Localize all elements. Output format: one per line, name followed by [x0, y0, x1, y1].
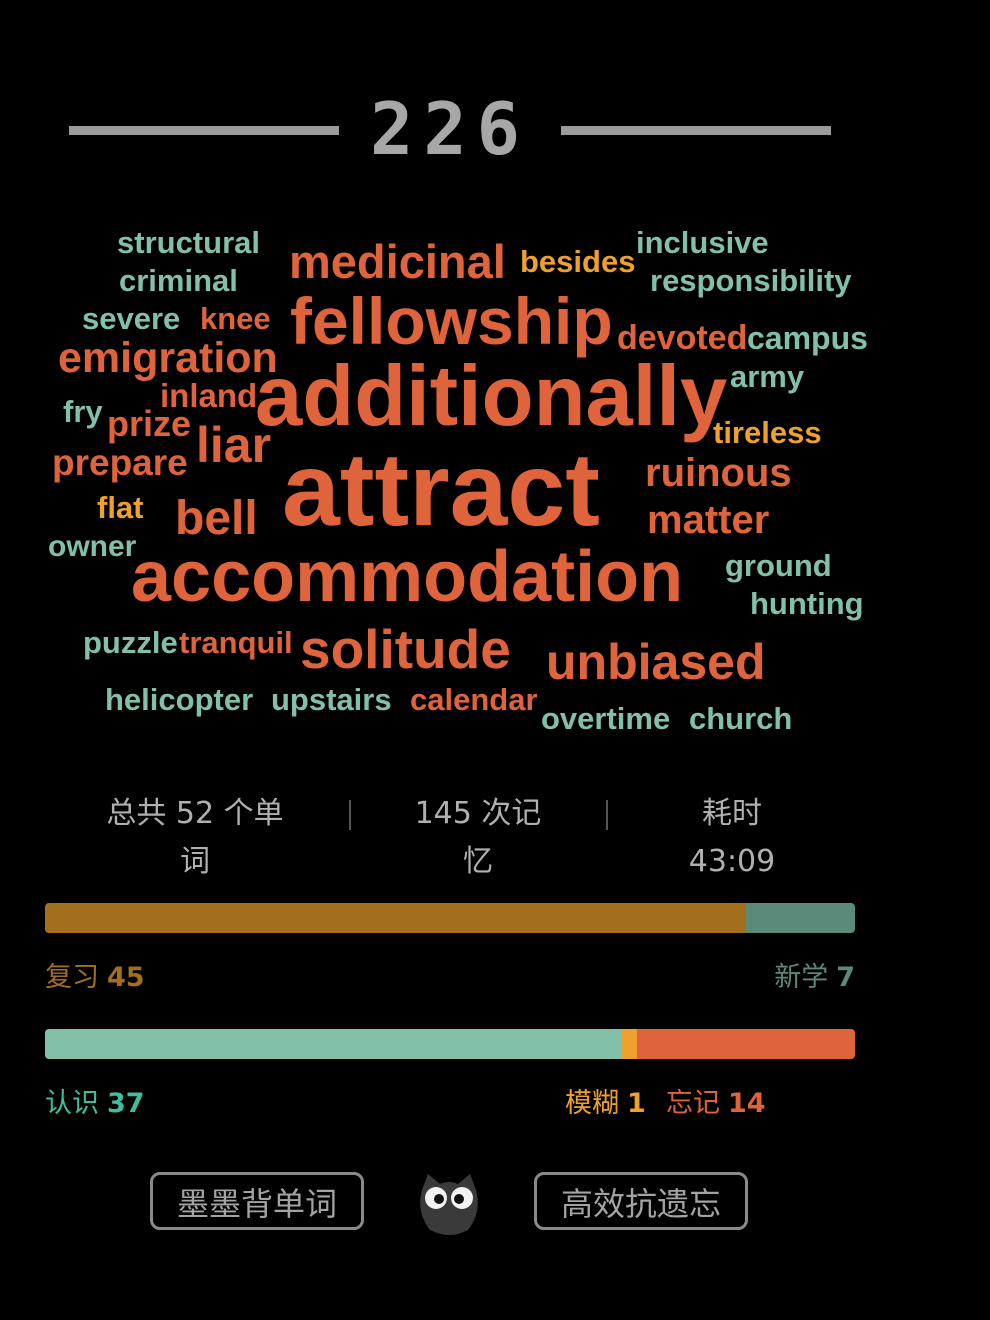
known-count-label: 认识 37 — [45, 1081, 145, 1120]
review-count: 45 — [107, 962, 145, 993]
stat-divider — [606, 800, 608, 830]
forgot-label-text: 忘记 — [666, 1088, 720, 1119]
memory-result-progress-bar — [45, 1029, 855, 1059]
fuzzy-label-text: 模糊 — [565, 1088, 619, 1119]
total-words-text-cont: 词 — [75, 838, 315, 886]
forgot-count: 14 — [728, 1088, 766, 1119]
new-count-label: 新学 7 — [774, 955, 855, 994]
cloud-word: helicopter — [105, 684, 253, 715]
cloud-word: prize — [107, 406, 191, 442]
cloud-word: attract — [282, 438, 600, 542]
cloud-word: criminal — [119, 265, 238, 296]
cloud-word: calendar — [410, 684, 538, 715]
cloud-word: matter — [647, 500, 769, 540]
review-label-text: 复习 — [45, 962, 99, 993]
known-label-text: 认识 — [45, 1088, 99, 1119]
cloud-word: fry — [63, 396, 103, 427]
cloud-word: owner — [48, 532, 136, 562]
cloud-word: prepare — [52, 444, 188, 481]
new-label-text: 新学 — [774, 962, 828, 993]
memory-count-text-cont: 忆 — [358, 838, 598, 886]
cloud-word: medicinal — [289, 238, 506, 285]
owl-logo-icon — [416, 1168, 482, 1236]
cloud-word: hunting — [750, 588, 864, 619]
time-spent-value: 43:09 — [612, 838, 852, 886]
review-new-progress-bar — [45, 903, 855, 933]
cloud-word: bell — [175, 495, 258, 543]
cloud-word: solitude — [300, 622, 511, 677]
forgot-segment — [637, 1029, 855, 1059]
cloud-word: emigration — [58, 337, 278, 380]
cloud-word: tireless — [713, 417, 822, 448]
cloud-word: accommodation — [131, 541, 683, 613]
time-spent-stat: 耗时 43:09 — [612, 790, 852, 886]
cloud-word: structural — [117, 227, 260, 258]
time-spent-label: 耗时 — [612, 790, 852, 838]
memory-count-text: 145 次记 — [358, 790, 598, 838]
cloud-word: upstairs — [271, 684, 392, 715]
cloud-word: liar — [196, 420, 271, 470]
cloud-word: campus — [747, 322, 868, 354]
known-segment — [45, 1029, 622, 1059]
new-count: 7 — [836, 962, 855, 993]
cloud-word: church — [689, 703, 792, 734]
memory-count-stat: 145 次记 忆 — [358, 790, 598, 886]
cloud-word: knee — [200, 303, 271, 334]
cloud-word: ruinous — [645, 453, 792, 493]
cloud-word: severe — [82, 303, 180, 334]
cloud-word: overtime — [541, 703, 670, 734]
known-count: 37 — [107, 1088, 145, 1119]
cloud-word: besides — [520, 246, 635, 277]
cloud-word: army — [730, 361, 804, 392]
total-words-stat: 总共 52 个单 词 — [75, 790, 315, 886]
cloud-word: unbiased — [546, 637, 765, 687]
cloud-word: flat — [97, 492, 144, 523]
cloud-word: responsibility — [650, 265, 852, 296]
word-cloud: structural criminal medicinal besides in… — [0, 0, 990, 760]
cloud-word: inclusive — [636, 227, 769, 258]
app-name-button[interactable]: 墨墨背单词 — [150, 1172, 364, 1230]
session-stats: 总共 52 个单 词 145 次记 忆 耗时 43:09 — [60, 790, 840, 890]
forgot-count-label: 忘记 14 — [666, 1081, 766, 1120]
review-count-label: 复习 45 — [45, 955, 145, 994]
stat-divider — [349, 800, 351, 830]
review-segment — [45, 903, 746, 933]
cloud-word: ground — [725, 550, 832, 581]
cloud-word: tranquil — [179, 627, 293, 658]
slogan-button[interactable]: 高效抗遗忘 — [534, 1172, 748, 1230]
total-words-text: 总共 52 个单 — [75, 790, 315, 838]
new-segment — [746, 903, 855, 933]
cloud-word: fellowship — [290, 288, 613, 354]
fuzzy-segment — [622, 1029, 637, 1059]
fuzzy-count: 1 — [627, 1088, 646, 1119]
fuzzy-count-label: 模糊 1 — [565, 1081, 646, 1120]
cloud-word: additionally — [255, 354, 727, 439]
cloud-word: puzzle — [83, 627, 178, 658]
